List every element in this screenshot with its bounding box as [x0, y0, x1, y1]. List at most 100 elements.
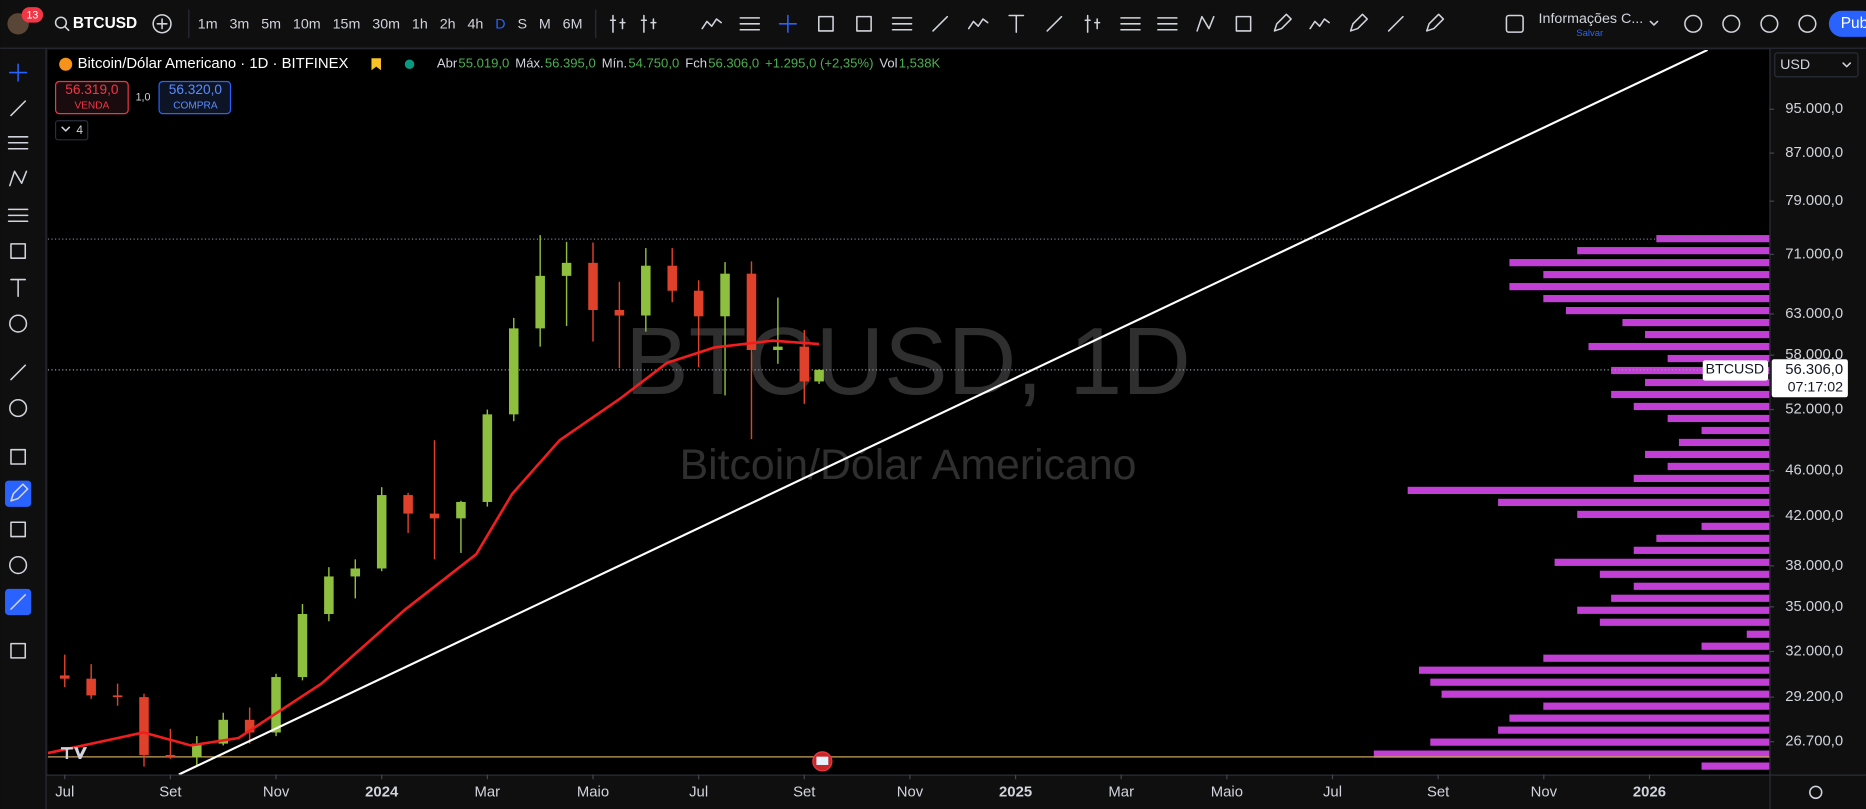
tool-icon[interactable] [1157, 17, 1178, 31]
volume-profile-bar [1543, 702, 1770, 710]
candle-body [720, 273, 730, 317]
moving-average [47, 339, 820, 755]
tool-icon[interactable] [9, 399, 28, 418]
tool-icon[interactable] [739, 17, 761, 31]
interval[interactable]: 6M [563, 17, 583, 33]
interval[interactable]: D [495, 17, 505, 33]
tool-icon[interactable] [1084, 14, 1101, 33]
save-label[interactable]: Salvar [1576, 28, 1603, 39]
tool-icon[interactable] [7, 136, 29, 150]
y-tick-label: 87.000,0 [1785, 145, 1843, 161]
candle-body [324, 576, 334, 614]
interval[interactable]: 5m [261, 17, 281, 33]
tool-icon[interactable] [10, 594, 27, 610]
tool-icon[interactable] [10, 483, 29, 502]
tool-icon[interactable] [640, 14, 657, 33]
settings-icon[interactable] [1809, 785, 1823, 800]
indicators-toggle[interactable] [54, 120, 89, 141]
tool-icon[interactable] [891, 17, 913, 31]
add-symbol[interactable] [152, 14, 172, 34]
interval[interactable]: 30m [372, 17, 400, 33]
volume-profile-bar [1645, 330, 1770, 339]
buy-price[interactable]: 56.320,0 [169, 82, 223, 97]
interval[interactable]: 4h [467, 17, 483, 33]
tool-icon[interactable] [1684, 14, 1703, 33]
publish-label[interactable]: Pub [1841, 15, 1866, 32]
tool-icon[interactable] [1046, 15, 1063, 32]
candle-body [588, 262, 598, 310]
tool-icon[interactable] [609, 14, 626, 33]
volume-profile-bar [1645, 450, 1770, 459]
x-tick-label: Maio [577, 784, 609, 800]
tool-icon[interactable] [9, 314, 28, 333]
interval[interactable]: 2h [440, 17, 456, 33]
tool-icon[interactable] [10, 364, 27, 381]
tool-icon[interactable] [856, 15, 872, 32]
legend-value: Vol [879, 56, 897, 71]
candle-body [482, 414, 493, 502]
tool-icon[interactable] [1008, 14, 1025, 33]
y-tick-label: 35.000,0 [1785, 599, 1843, 615]
publish-button[interactable] [1828, 10, 1866, 37]
tool-icon[interactable] [1387, 15, 1404, 32]
tool-icon[interactable] [1273, 13, 1292, 32]
interval[interactable]: 1m [198, 17, 218, 33]
tool-icon[interactable] [9, 170, 28, 187]
tool-icon[interactable] [1349, 13, 1369, 32]
interval[interactable]: 3m [229, 17, 249, 33]
search-icon[interactable] [54, 16, 68, 29]
tool-icon[interactable] [10, 243, 27, 259]
tool-icon[interactable] [10, 278, 27, 298]
tool-icon[interactable] [932, 15, 949, 32]
buy-button[interactable] [158, 80, 232, 115]
buy-label[interactable]: COMPRA [173, 101, 218, 112]
tool-icon[interactable] [1120, 17, 1141, 31]
legend-title: Bitcoin/Dólar Americano · 1D · BITFINEX [78, 56, 349, 72]
tool-icon[interactable] [1235, 15, 1252, 32]
tool-icon[interactable] [10, 521, 27, 538]
volume-profile-bar [1701, 642, 1770, 650]
sell-price[interactable]: 56.319,0 [65, 82, 119, 97]
trend-line[interactable] [178, 49, 1709, 775]
sell-label[interactable]: VENDA [74, 101, 109, 112]
interval[interactable]: M [539, 17, 551, 33]
tool-icon[interactable] [10, 642, 27, 659]
tool-icon[interactable] [10, 448, 27, 465]
x-tick-label: Nov [263, 784, 290, 800]
volume-profile-bar [1611, 594, 1770, 602]
indicators-count[interactable]: 4 [76, 123, 83, 137]
tool-icon[interactable] [7, 208, 29, 223]
tool-icon[interactable] [1425, 13, 1445, 32]
legend-value: Fch [685, 56, 707, 71]
tool-icon[interactable] [818, 15, 834, 32]
watermark-description: Bitcoin/Dólar Americano [680, 441, 1137, 489]
interval[interactable]: 10m [293, 17, 321, 33]
tool-icon[interactable] [9, 556, 28, 575]
flag-icon[interactable] [371, 58, 381, 71]
volume-profile-bar [1554, 558, 1770, 566]
layout-checkbox[interactable] [1505, 14, 1524, 33]
tool-icon[interactable] [1760, 14, 1779, 33]
tool-icon[interactable] [1196, 15, 1215, 32]
currency[interactable]: USD [1780, 57, 1810, 73]
tool-icon[interactable] [1722, 14, 1741, 33]
tool-icon[interactable] [1309, 18, 1330, 30]
tool-icon[interactable] [1798, 14, 1817, 33]
layout-chevron[interactable] [1649, 20, 1659, 26]
tool-icon[interactable] [701, 18, 723, 30]
layout-name[interactable]: Informações C... [1539, 11, 1644, 27]
currency-select[interactable] [1774, 52, 1859, 78]
volume-profile-bar [1599, 618, 1770, 626]
interval[interactable]: 1h [412, 17, 428, 33]
tool-icon[interactable] [10, 100, 27, 117]
x-tick-label: 2025 [999, 784, 1032, 800]
tool-icon[interactable] [967, 18, 989, 30]
interval[interactable]: S [517, 17, 527, 33]
tool-icon[interactable] [778, 14, 797, 33]
x-tick-label: Maio [1211, 784, 1243, 800]
tool-icon[interactable] [9, 63, 28, 82]
symbol[interactable]: BTCUSD [73, 15, 137, 32]
sell-button[interactable] [54, 80, 129, 115]
interval[interactable]: 15m [333, 17, 361, 33]
